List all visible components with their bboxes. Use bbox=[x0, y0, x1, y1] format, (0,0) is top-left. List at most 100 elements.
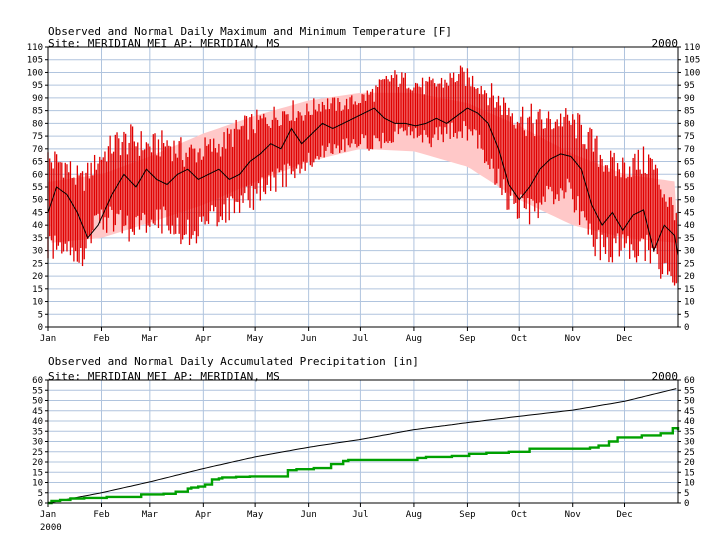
precip-ytick-right: 40 bbox=[684, 417, 695, 427]
temp-ytick-left: 40 bbox=[32, 221, 43, 231]
precip-ytick-left: 50 bbox=[32, 397, 43, 407]
precip-ytick-left: 30 bbox=[32, 438, 43, 448]
precip-ytick-left: 20 bbox=[32, 458, 43, 468]
precip-plot-frame bbox=[47, 379, 679, 504]
precip-ytick-right: 45 bbox=[684, 407, 695, 417]
temp-ytick-left: 100 bbox=[27, 68, 43, 78]
precip-xtick-label: May bbox=[247, 510, 264, 520]
precip-chart-title: Observed and Normal Daily Accumulated Pr… bbox=[48, 355, 419, 368]
precip-xtick-label: Jan bbox=[40, 510, 56, 520]
precip-ytick-right: 25 bbox=[684, 448, 695, 458]
temp-ytick-right: 60 bbox=[684, 170, 695, 180]
temp-xtick-label: Oct bbox=[511, 334, 527, 344]
precip-chart-year: 2000 bbox=[652, 370, 679, 383]
temp-chart-subtitle: Site: MERIDIAN MEI AP: MERIDIAN, MS bbox=[48, 37, 280, 50]
temp-ytick-left: 45 bbox=[32, 208, 43, 218]
temp-ytick-left: 35 bbox=[32, 234, 43, 244]
precip-xtick-label: Sep bbox=[459, 510, 475, 520]
precip-xtick-label: Jul bbox=[352, 510, 368, 520]
temp-chart-title: Observed and Normal Daily Maximum and Mi… bbox=[48, 25, 452, 38]
temp-ytick-right: 85 bbox=[684, 107, 695, 117]
temp-xtick-label: Jun bbox=[300, 334, 316, 344]
temp-xtick-label: Nov bbox=[565, 334, 581, 344]
temp-ytick-right: 35 bbox=[684, 234, 695, 244]
temp-ytick-right: 5 bbox=[684, 310, 689, 320]
precip-ytick-left: 0 bbox=[38, 499, 43, 509]
precip-xtick-label: Aug bbox=[406, 510, 422, 520]
temp-xtick-label: Aug bbox=[406, 334, 422, 344]
temp-ytick-left: 55 bbox=[32, 183, 43, 193]
temp-ytick-right: 15 bbox=[684, 285, 695, 295]
precip-ytick-left: 60 bbox=[32, 376, 43, 386]
temp-ytick-right: 70 bbox=[684, 145, 695, 155]
precip-xtick-label: Feb bbox=[93, 510, 109, 520]
precip-ytick-left: 25 bbox=[32, 448, 43, 458]
temp-xtick-label: Mar bbox=[142, 334, 159, 344]
temp-ytick-left: 75 bbox=[32, 132, 43, 142]
temp-xtick-label: Sep bbox=[459, 334, 475, 344]
temp-ytick-left: 80 bbox=[32, 119, 43, 129]
precip-xtick-label: Mar bbox=[142, 510, 159, 520]
temp-ytick-right: 100 bbox=[684, 68, 700, 78]
temp-xtick-label: Apr bbox=[195, 334, 212, 344]
temp-ytick-right: 65 bbox=[684, 158, 695, 168]
precip-ytick-left: 45 bbox=[32, 407, 43, 417]
temp-ytick-left: 0 bbox=[38, 323, 43, 333]
temp-ytick-right: 20 bbox=[684, 272, 695, 282]
temp-ytick-right: 30 bbox=[684, 247, 695, 257]
temp-ytick-left: 15 bbox=[32, 285, 43, 295]
observed-mean-line bbox=[47, 107, 679, 256]
precip-ytick-left: 10 bbox=[32, 479, 43, 489]
precip-xtick-label: Oct bbox=[511, 510, 527, 520]
precip-xtick-label: Dec bbox=[616, 510, 632, 520]
temp-ytick-right: 110 bbox=[684, 43, 700, 53]
temp-ytick-left: 5 bbox=[38, 310, 43, 320]
precip-xtick-label: Apr bbox=[195, 510, 212, 520]
observed-precip-line bbox=[48, 427, 680, 505]
temp-xtick-label: Feb bbox=[93, 334, 109, 344]
temp-ytick-right: 45 bbox=[684, 208, 695, 218]
precip-ytick-right: 0 bbox=[684, 499, 689, 509]
precip-xtick-label: Nov bbox=[565, 510, 581, 520]
temp-xtick-label: Jul bbox=[352, 334, 368, 344]
temp-ytick-left: 90 bbox=[32, 94, 43, 104]
precip-x-caption: 2000 bbox=[40, 523, 62, 533]
precip-xtick-label: Jun bbox=[300, 510, 316, 520]
temp-ytick-left: 70 bbox=[32, 145, 43, 155]
temp-ytick-right: 10 bbox=[684, 298, 695, 308]
temp-ytick-right: 80 bbox=[684, 119, 695, 129]
precip-ytick-right: 50 bbox=[684, 397, 695, 407]
precip-ytick-right: 20 bbox=[684, 458, 695, 468]
temp-ytick-right: 0 bbox=[684, 323, 689, 333]
temp-plot-frame bbox=[47, 46, 679, 328]
temp-ytick-left: 20 bbox=[32, 272, 43, 282]
temp-ytick-left: 50 bbox=[32, 196, 43, 206]
temp-ytick-left: 60 bbox=[32, 170, 43, 180]
temp-ytick-left: 110 bbox=[27, 43, 43, 53]
temp-xtick-label: Dec bbox=[616, 334, 632, 344]
temp-ytick-right: 95 bbox=[684, 81, 695, 91]
temp-ytick-left: 85 bbox=[32, 107, 43, 117]
temp-ytick-left: 10 bbox=[32, 298, 43, 308]
temp-ytick-right: 105 bbox=[684, 56, 700, 66]
temp-ytick-right: 40 bbox=[684, 221, 695, 231]
precip-ytick-right: 30 bbox=[684, 438, 695, 448]
precip-ytick-left: 15 bbox=[32, 468, 43, 478]
precip-ytick-right: 35 bbox=[684, 427, 695, 437]
temp-ytick-left: 30 bbox=[32, 247, 43, 257]
temp-ytick-right: 55 bbox=[684, 183, 695, 193]
precip-ytick-right: 5 bbox=[684, 489, 689, 499]
precip-ytick-left: 35 bbox=[32, 427, 43, 437]
precip-ytick-right: 15 bbox=[684, 468, 695, 478]
temp-ytick-left: 65 bbox=[32, 158, 43, 168]
normal-precip-line bbox=[47, 388, 677, 504]
temp-ytick-right: 25 bbox=[684, 259, 695, 269]
temp-ytick-left: 105 bbox=[27, 56, 43, 66]
temp-ytick-left: 25 bbox=[32, 259, 43, 269]
precip-ytick-left: 5 bbox=[38, 489, 43, 499]
temp-chart-year: 2000 bbox=[652, 37, 679, 50]
